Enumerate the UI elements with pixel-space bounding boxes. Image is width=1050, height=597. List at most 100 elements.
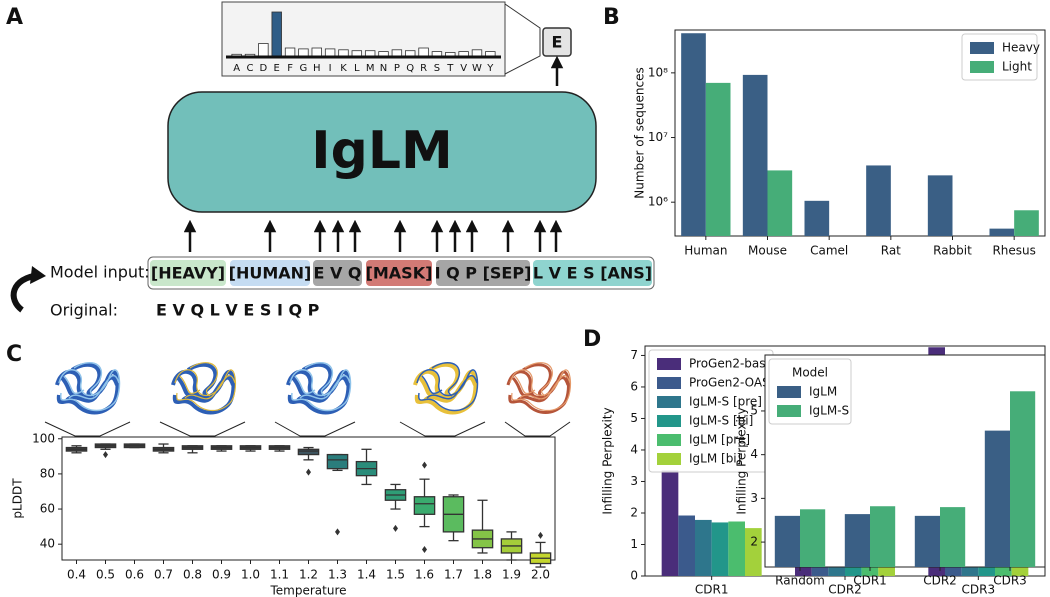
token: L V E S [ANS] [533,264,652,283]
axes-frame [674,29,1046,237]
x-tick-label: 2.0 [531,568,550,582]
x-tick-label: 1.9 [502,568,521,582]
legend-swatch [657,434,681,446]
legend-swatch [657,358,681,370]
token-box [313,260,362,286]
connector [504,3,541,75]
flier [422,545,427,553]
y-tick-label: 0 [630,569,638,583]
token: [MASK] [366,264,433,283]
x-tick-label: 0.6 [125,568,144,582]
x-tick-label: CDR2 [923,574,957,588]
x-tick-label: L [354,63,360,74]
distribution-frame [221,1,506,77]
tokens: [HEAVY] [HUMAN] E V Q [MASK] I Q P [SEP] L V … [150,260,652,286]
legend-label: ProGen2-OAS [689,376,770,390]
axes-frame [764,354,1046,568]
bar [745,528,762,576]
bar [1010,391,1036,567]
legend-swatch [657,396,681,408]
bar [866,165,891,236]
y-tick-label: 2 [750,535,758,549]
y-axis-label: Number of sequences [633,67,647,198]
x-tick-label: I [329,63,332,74]
x-axis-label: Temperature [269,584,346,597]
x-tick-label: Y [486,63,494,74]
x-tick-label: 0.5 [96,568,115,582]
x-tick-label: 1.4 [357,568,376,582]
structures [44,361,572,437]
y-axis-label: pLDDT [11,478,25,519]
y-tick-label: 10⁶ [648,195,668,209]
connector [399,421,486,437]
y-tick-label: 7 [630,348,638,362]
flier [422,461,427,469]
y-tick-label: 5 [750,403,758,417]
y-tick-label: 4 [750,447,758,461]
bar [844,514,870,567]
y-tick-label: 5 [630,411,638,425]
token: I Q P [SEP] [435,264,532,283]
arrows [183,219,563,252]
bar [870,506,896,567]
bar [258,43,269,58]
bar [742,74,768,236]
legend-label: Light [1002,60,1032,74]
x-tick-label: CDR1 [853,574,887,588]
x-tick-label: Rhesus [992,244,1035,258]
x-tick-label: P [394,63,400,74]
token-box [366,260,432,286]
y-tick-label: 2 [630,505,638,519]
x-tick-label: Human [684,244,727,258]
bar [914,515,940,567]
legend-label: IgLM-S [pre] [689,395,762,409]
panel-label: A [6,5,23,30]
panel-label: C [6,342,22,367]
bar [927,175,953,236]
legend-title: Model [792,366,828,380]
bar [728,521,745,576]
x-tick-label: 0.8 [183,568,202,582]
bar [705,82,731,236]
x-tick-label: CDR3 [993,574,1027,588]
y-tick-label: 6 [630,379,638,393]
bar [1014,210,1039,236]
x-tick-label: K [340,63,347,74]
x-tick-label: M [366,63,375,74]
legend-swatch [657,453,681,465]
token-box [150,260,226,286]
original-sequence: E V Q L V E S I Q P [156,301,320,320]
model-box [167,91,597,213]
x-tick-label: Camel [810,244,848,258]
flier [103,451,108,459]
y-tick-label: 80 [40,466,55,480]
legend-swatch [777,405,801,417]
x-tick-label: 1.7 [444,568,463,582]
token: E V Q [313,264,361,283]
x-tick-label: 1.1 [270,568,289,582]
flier [538,531,543,539]
token-box [230,260,310,286]
x-tick-label: 0.4 [67,568,86,582]
connector [274,421,356,437]
x-tick-label: CDR1 [695,583,729,597]
panel-label: D [583,327,601,352]
x-tick-label: Q [406,63,414,74]
x-tick-label: N [380,63,387,74]
legend-swatch [970,61,994,73]
legend-label: IgLM [bi] [689,452,741,466]
y-tick-label: 100 [32,431,55,445]
x-tick-label: 1.8 [473,568,492,582]
bar [767,170,793,236]
x-tick-label: 1.6 [415,568,434,582]
output-token: E [552,33,563,52]
bar [800,509,826,567]
original-label: Original: [50,301,118,320]
x-tick-label: Mouse [748,244,787,258]
y-axis-label: Infilling Perplexity [601,407,615,514]
bar [695,519,712,576]
legend-swatch [777,386,801,398]
connector [44,421,131,437]
y-tick-label: 10⁷ [648,130,668,144]
legend-swatch [970,42,994,54]
